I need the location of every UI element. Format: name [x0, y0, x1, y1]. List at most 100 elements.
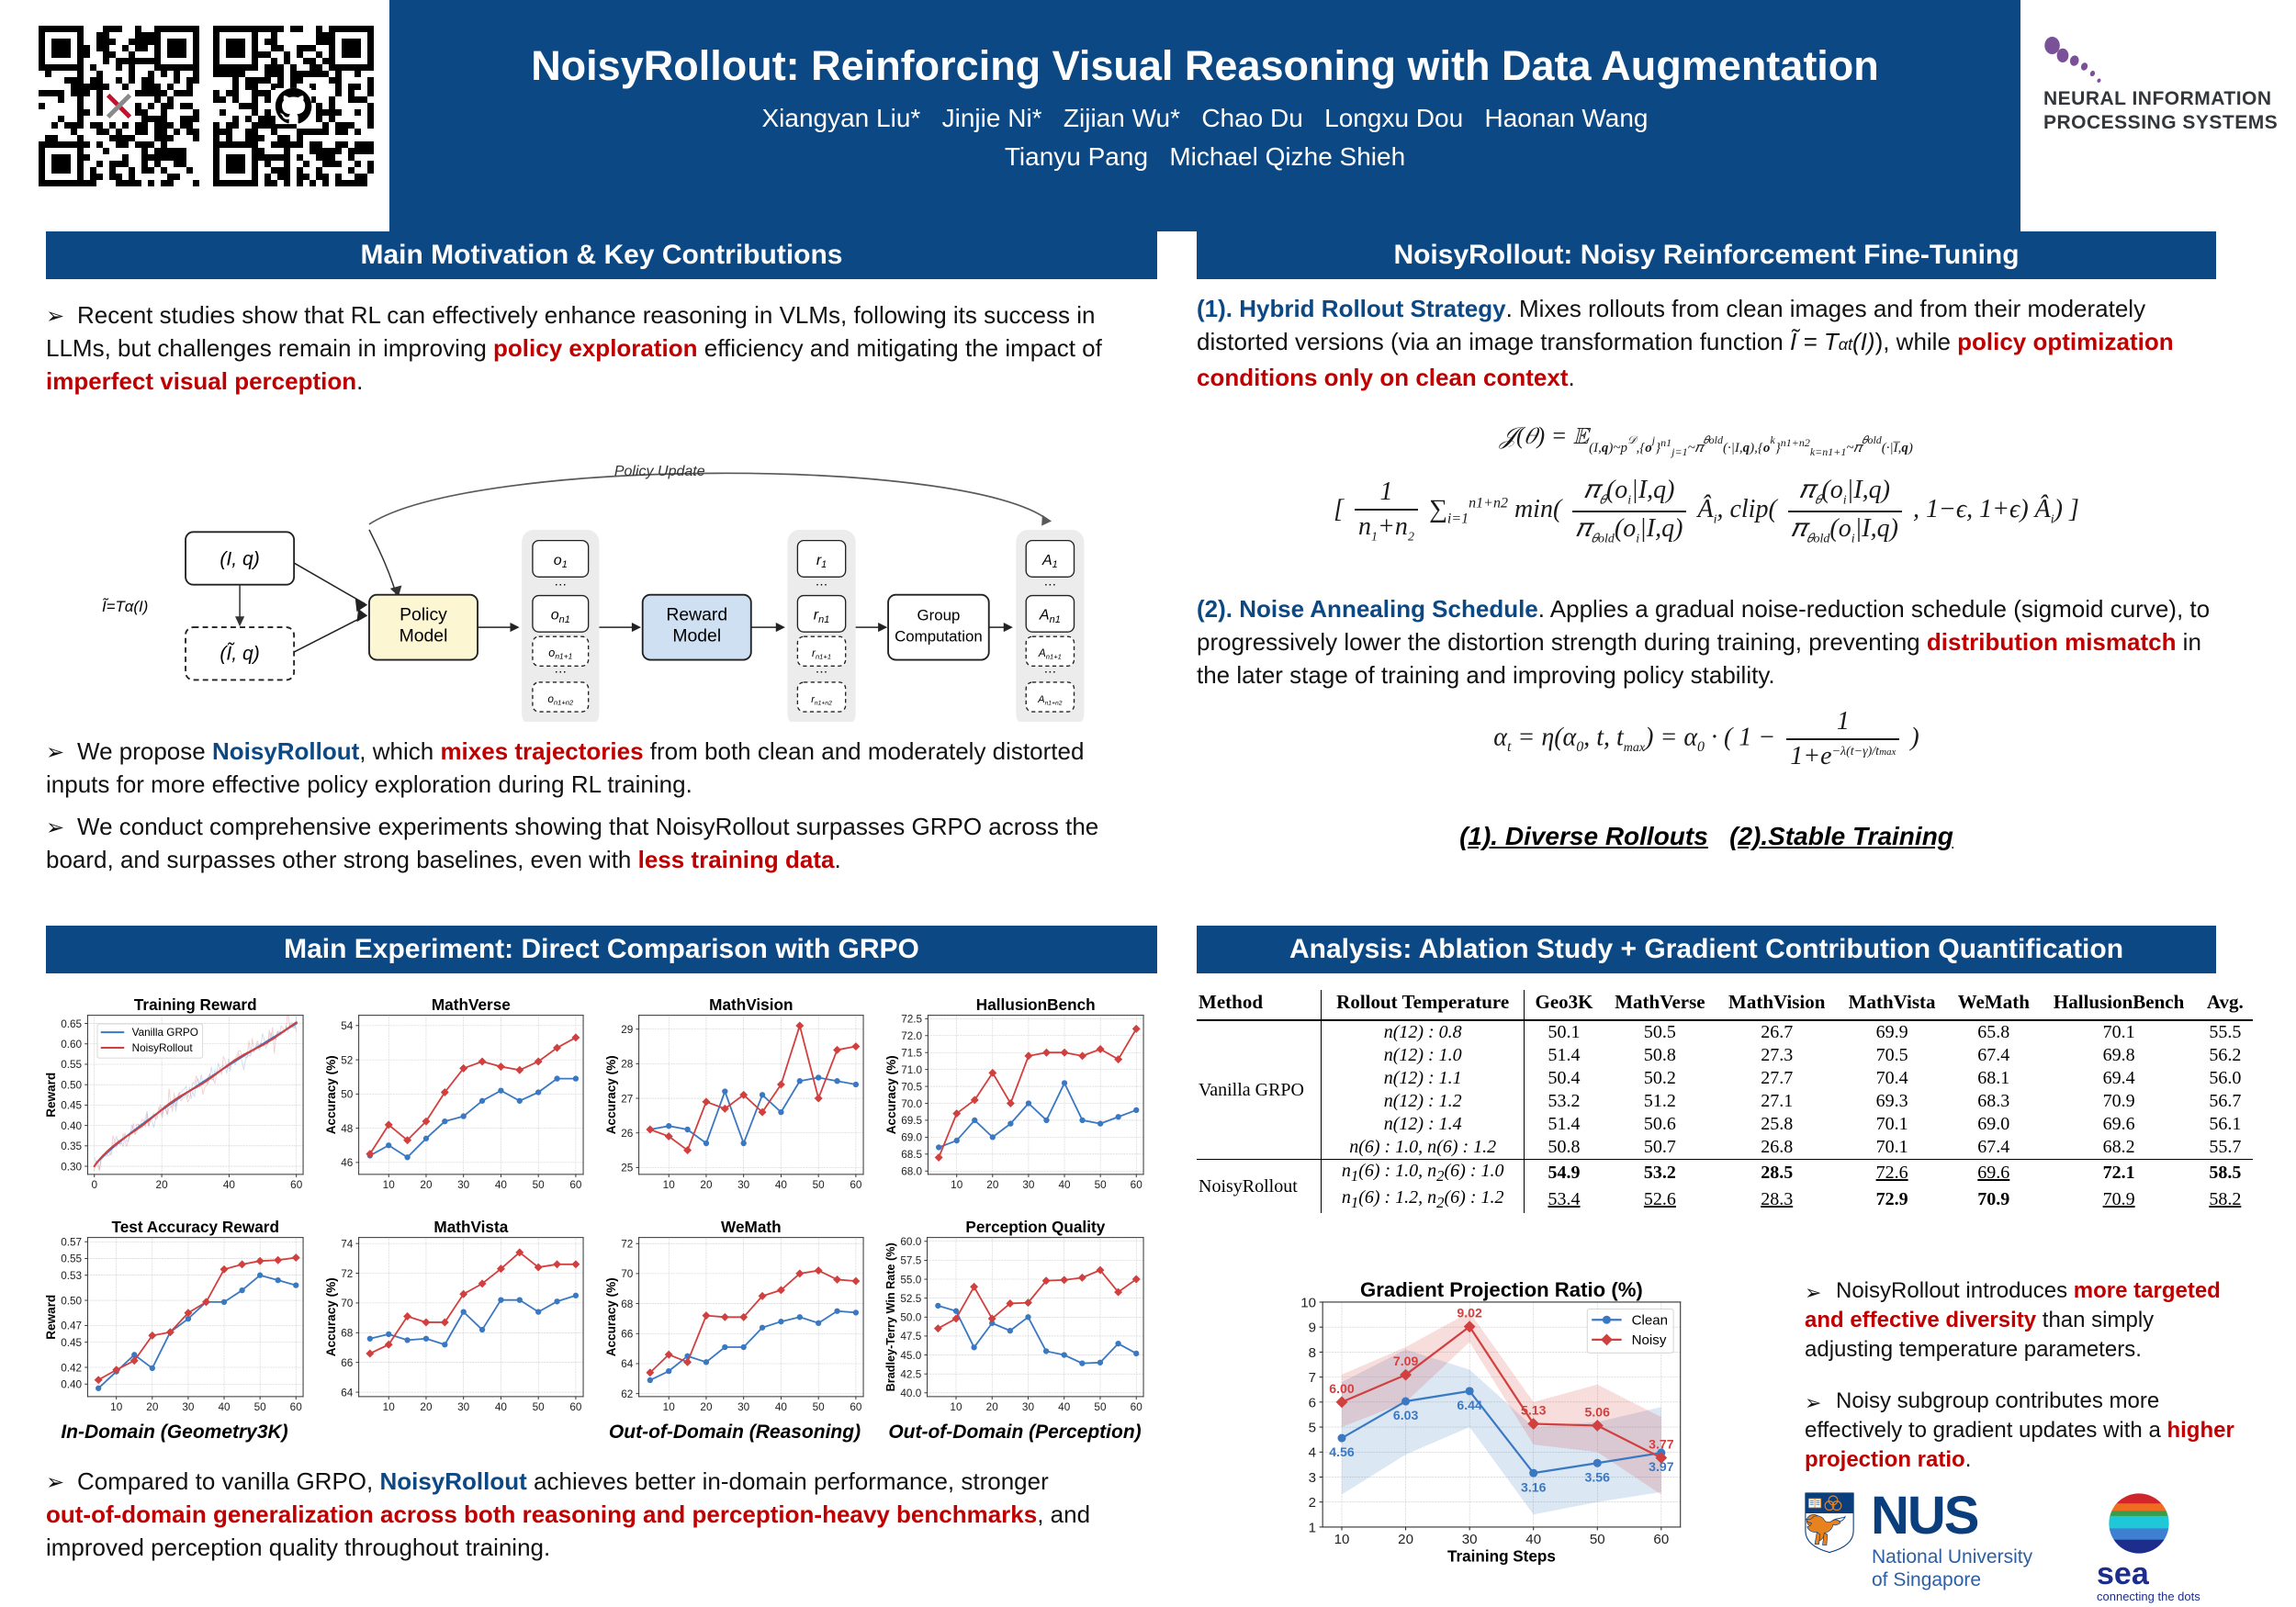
svg-text:Reward: Reward [44, 1073, 58, 1118]
svg-text:27: 27 [621, 1093, 633, 1105]
svg-text:20: 20 [420, 1179, 433, 1191]
svg-text:60: 60 [850, 1179, 862, 1191]
svg-text:0.57: 0.57 [61, 1236, 82, 1248]
svg-text:10: 10 [1334, 1532, 1350, 1547]
svg-text:3.97: 3.97 [1649, 1459, 1674, 1474]
svg-text:0.45: 0.45 [61, 1100, 82, 1112]
svg-text:10: 10 [663, 1179, 676, 1191]
svg-text:40: 40 [1058, 1179, 1071, 1191]
svg-text:Bradley-Terry Win Rate (%): Bradley-Terry Win Rate (%) [884, 1242, 897, 1391]
svg-text:Model: Model [672, 625, 721, 646]
svg-text:(Ĩ, q): (Ĩ, q) [219, 643, 259, 665]
svg-text:74: 74 [341, 1238, 354, 1250]
svg-text:2: 2 [1309, 1495, 1316, 1511]
svg-text:70: 70 [621, 1268, 634, 1280]
svg-text:MathVista: MathVista [433, 1218, 508, 1236]
svg-text:10: 10 [1300, 1295, 1316, 1310]
svg-text:20: 20 [986, 1401, 999, 1413]
svg-text:5: 5 [1309, 1421, 1316, 1436]
svg-text:60: 60 [569, 1179, 582, 1191]
svg-text:Accuracy (%): Accuracy (%) [324, 1055, 338, 1134]
svg-text:Vanilla GRPO: Vanilla GRPO [132, 1027, 198, 1039]
svg-text:50: 50 [813, 1401, 826, 1413]
svg-text:4: 4 [1309, 1445, 1316, 1461]
svg-text:⋯: ⋯ [555, 665, 567, 679]
svg-text:25: 25 [621, 1163, 634, 1174]
svg-text:⋯: ⋯ [555, 578, 567, 591]
svg-text:70.0: 70.0 [901, 1098, 922, 1110]
svg-text:9: 9 [1309, 1320, 1316, 1336]
svg-text:10: 10 [110, 1401, 123, 1413]
svg-text:Policy Update: Policy Update [614, 463, 705, 479]
svg-text:72.0: 72.0 [901, 1030, 922, 1042]
svg-text:72: 72 [621, 1238, 633, 1250]
svg-text:50: 50 [533, 1179, 546, 1191]
svg-text:8: 8 [1309, 1345, 1316, 1361]
svg-text:60.0: 60.0 [900, 1236, 921, 1248]
svg-text:40: 40 [218, 1401, 231, 1413]
svg-text:Clean: Clean [1632, 1313, 1668, 1329]
svg-text:50.0: 50.0 [900, 1312, 921, 1324]
svg-text:71.5: 71.5 [901, 1047, 922, 1059]
svg-text:Accuracy (%): Accuracy (%) [604, 1277, 618, 1356]
svg-text:68.0: 68.0 [901, 1166, 922, 1178]
svg-text:66: 66 [621, 1329, 634, 1341]
svg-text:30: 30 [1022, 1179, 1035, 1191]
svg-text:30: 30 [737, 1179, 750, 1191]
svg-text:40: 40 [1058, 1401, 1071, 1413]
svg-text:62: 62 [621, 1388, 633, 1400]
svg-text:60: 60 [290, 1179, 303, 1191]
svg-text:45.0: 45.0 [900, 1350, 921, 1362]
svg-text:20: 20 [700, 1401, 713, 1413]
svg-text:70.5: 70.5 [901, 1081, 922, 1093]
svg-text:30: 30 [737, 1401, 750, 1413]
svg-text:52: 52 [341, 1054, 353, 1066]
svg-text:30: 30 [457, 1179, 470, 1191]
svg-text:0.65: 0.65 [61, 1018, 82, 1030]
svg-text:54: 54 [341, 1020, 354, 1032]
svg-text:5.13: 5.13 [1521, 1402, 1547, 1417]
svg-text:4.56: 4.56 [1329, 1444, 1355, 1459]
svg-text:20: 20 [156, 1179, 169, 1191]
svg-text:50: 50 [1590, 1532, 1605, 1547]
svg-text:52.5: 52.5 [900, 1293, 921, 1305]
svg-text:6.03: 6.03 [1393, 1408, 1419, 1422]
svg-text:50: 50 [341, 1089, 354, 1101]
svg-text:71.0: 71.0 [901, 1064, 922, 1076]
svg-text:68.5: 68.5 [901, 1149, 922, 1161]
svg-text:HallusionBench: HallusionBench [976, 995, 1096, 1014]
svg-text:46: 46 [341, 1157, 354, 1169]
svg-text:26: 26 [621, 1128, 634, 1140]
svg-text:Accuracy (%): Accuracy (%) [604, 1055, 618, 1134]
svg-text:5.06: 5.06 [1585, 1404, 1611, 1419]
svg-text:60: 60 [1131, 1179, 1143, 1191]
svg-text:6.00: 6.00 [1329, 1381, 1355, 1396]
svg-text:NoisyRollout: NoisyRollout [132, 1042, 194, 1054]
svg-text:29: 29 [621, 1024, 633, 1036]
svg-text:Reward: Reward [666, 605, 727, 625]
svg-text:50: 50 [1094, 1401, 1107, 1413]
svg-text:30: 30 [1462, 1532, 1478, 1547]
svg-text:WeMath: WeMath [721, 1218, 782, 1236]
svg-text:MathVision: MathVision [709, 995, 793, 1014]
svg-text:Ĩ=Tα(I): Ĩ=Tα(I) [102, 598, 148, 615]
svg-text:40.0: 40.0 [900, 1388, 921, 1399]
svg-text:20: 20 [420, 1401, 433, 1413]
svg-text:20: 20 [1398, 1532, 1413, 1547]
svg-text:50: 50 [533, 1401, 546, 1413]
svg-text:3: 3 [1309, 1470, 1316, 1486]
svg-text:Reward: Reward [44, 1295, 58, 1340]
svg-text:60: 60 [1131, 1401, 1143, 1413]
svg-text:⋯: ⋯ [816, 665, 827, 679]
svg-text:0.60: 0.60 [61, 1039, 82, 1051]
svg-text:1: 1 [1309, 1520, 1316, 1535]
svg-text:57.5: 57.5 [900, 1255, 921, 1267]
svg-text:20: 20 [700, 1179, 713, 1191]
svg-text:10: 10 [383, 1179, 396, 1191]
svg-text:40: 40 [495, 1179, 508, 1191]
svg-text:Group: Group [917, 607, 960, 624]
svg-text:50: 50 [1095, 1179, 1108, 1191]
svg-text:Accuracy (%): Accuracy (%) [884, 1055, 898, 1134]
svg-text:50: 50 [813, 1179, 826, 1191]
svg-text:Training Steps: Training Steps [1447, 1547, 1556, 1565]
